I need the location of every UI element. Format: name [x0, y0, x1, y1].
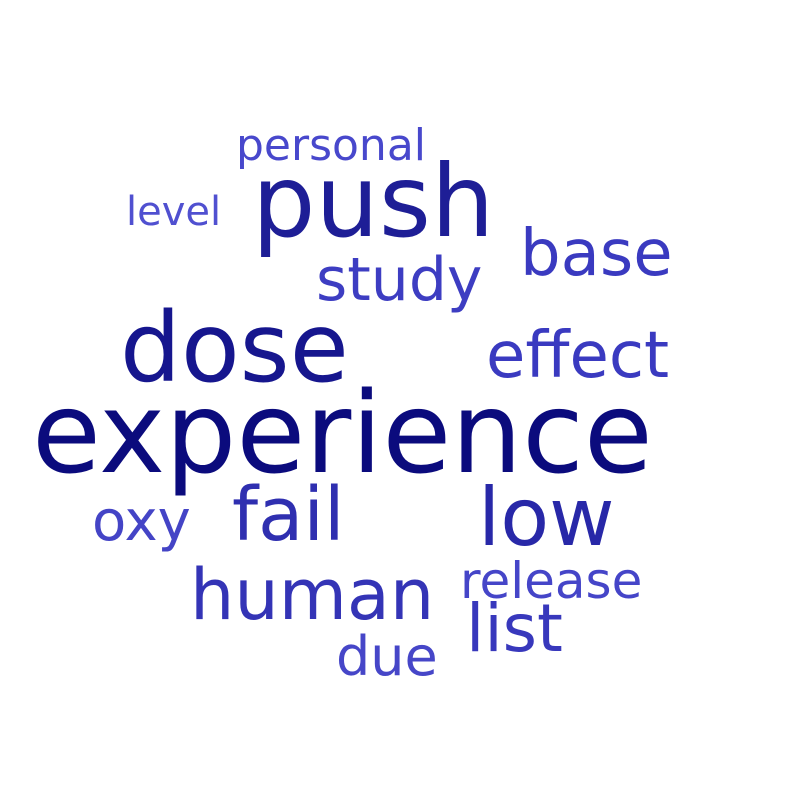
- word-list: list: [466, 590, 563, 667]
- word-push: push: [252, 143, 495, 260]
- word-fail: fail: [232, 472, 345, 558]
- word-level: level: [126, 189, 222, 235]
- word-base: base: [520, 217, 673, 291]
- word-study: study: [316, 245, 483, 315]
- word-dose: dose: [120, 292, 349, 404]
- word-low: low: [478, 471, 615, 564]
- word-release: release: [460, 552, 643, 610]
- word-personal: personal: [236, 120, 427, 171]
- word-effect: effect: [486, 319, 670, 393]
- word-human: human: [190, 554, 435, 636]
- word-oxy: oxy: [92, 489, 191, 554]
- word-due: due: [336, 625, 438, 688]
- word-experience: experience: [32, 369, 653, 499]
